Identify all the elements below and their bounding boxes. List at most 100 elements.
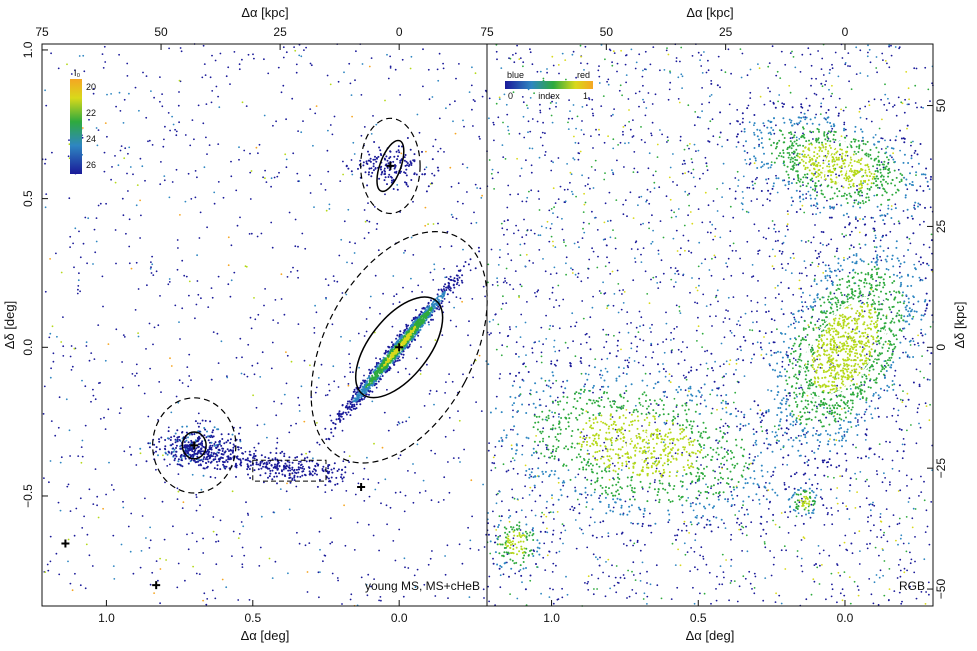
star-point [481, 95, 484, 98]
star-point [913, 263, 916, 266]
star-point [527, 120, 530, 123]
star-point [590, 574, 593, 576]
star-point [69, 455, 71, 457]
star-point [135, 464, 138, 466]
star-point [363, 209, 366, 211]
star-point [687, 239, 690, 242]
star-point [852, 246, 855, 249]
star-point [303, 49, 305, 51]
star-point [157, 454, 159, 457]
star-point [657, 253, 660, 255]
star-point [427, 68, 430, 71]
star-point [636, 345, 639, 348]
star-point [537, 234, 540, 237]
star-point [425, 150, 427, 153]
star-point [628, 109, 630, 111]
star-point [806, 411, 809, 413]
star-point [376, 363, 379, 366]
star-point [314, 304, 316, 307]
star-point [145, 116, 148, 119]
star-point [271, 469, 274, 472]
star-point [911, 165, 914, 168]
star-point [78, 272, 80, 275]
star-point [508, 509, 510, 512]
star-point [587, 177, 590, 179]
star-point [297, 471, 300, 474]
star-point [488, 575, 491, 578]
star-point [649, 372, 651, 375]
star-point [576, 115, 579, 118]
star-point [286, 276, 289, 278]
star-point [616, 533, 618, 536]
star-point [381, 171, 383, 174]
star-point [758, 503, 761, 505]
star-point [893, 590, 896, 592]
star-point [103, 170, 106, 173]
star-point [885, 440, 887, 443]
star-point [553, 339, 556, 342]
star-point [884, 60, 887, 62]
star-point [399, 161, 402, 164]
star-point [211, 54, 213, 57]
star-point [837, 354, 840, 357]
star-point [262, 465, 264, 468]
star-point [226, 460, 229, 463]
star-point [756, 310, 758, 312]
star-point [598, 75, 601, 78]
star-point [701, 394, 703, 397]
star-point [78, 55, 81, 57]
star-point [384, 193, 386, 196]
star-point [360, 134, 363, 137]
star-point [387, 360, 390, 363]
star-point [641, 75, 644, 78]
star-point [835, 106, 837, 109]
star-point [701, 103, 703, 105]
star-point [368, 495, 371, 498]
star-point [193, 450, 196, 453]
star-point [185, 425, 188, 428]
star-point [602, 281, 604, 284]
star-point [667, 139, 669, 142]
star-point [361, 388, 364, 391]
star-point [332, 421, 335, 424]
star-point [231, 490, 234, 493]
star-point [711, 257, 713, 260]
star-point [415, 173, 418, 176]
star-point [353, 153, 356, 155]
star-point [369, 157, 372, 160]
star-point [362, 164, 365, 167]
star-point [316, 441, 319, 444]
star-point [50, 52, 52, 55]
star-point [781, 102, 784, 105]
star-point [553, 266, 556, 269]
star-point [319, 548, 321, 551]
star-point [202, 450, 204, 453]
star-point [562, 484, 565, 487]
star-point [797, 415, 800, 417]
star-point [710, 602, 712, 605]
star-point [77, 279, 80, 282]
star-point [257, 152, 259, 155]
star-point [160, 391, 162, 393]
star-point [88, 554, 91, 557]
star-point [302, 465, 304, 468]
star-point [421, 291, 423, 293]
star-point [552, 240, 554, 243]
star-point [546, 68, 548, 70]
star-point [153, 592, 156, 594]
star-point [285, 166, 288, 169]
star-point [44, 290, 47, 293]
star-point [789, 137, 792, 140]
star-point [355, 399, 358, 402]
star-point [386, 388, 388, 391]
star-point [443, 267, 445, 270]
star-point [188, 449, 190, 452]
star-point [648, 221, 650, 224]
star-point [242, 525, 245, 528]
star-point [336, 470, 339, 472]
star-point [318, 478, 321, 481]
star-point [68, 429, 71, 432]
star-point [239, 462, 242, 464]
star-point [274, 299, 277, 301]
